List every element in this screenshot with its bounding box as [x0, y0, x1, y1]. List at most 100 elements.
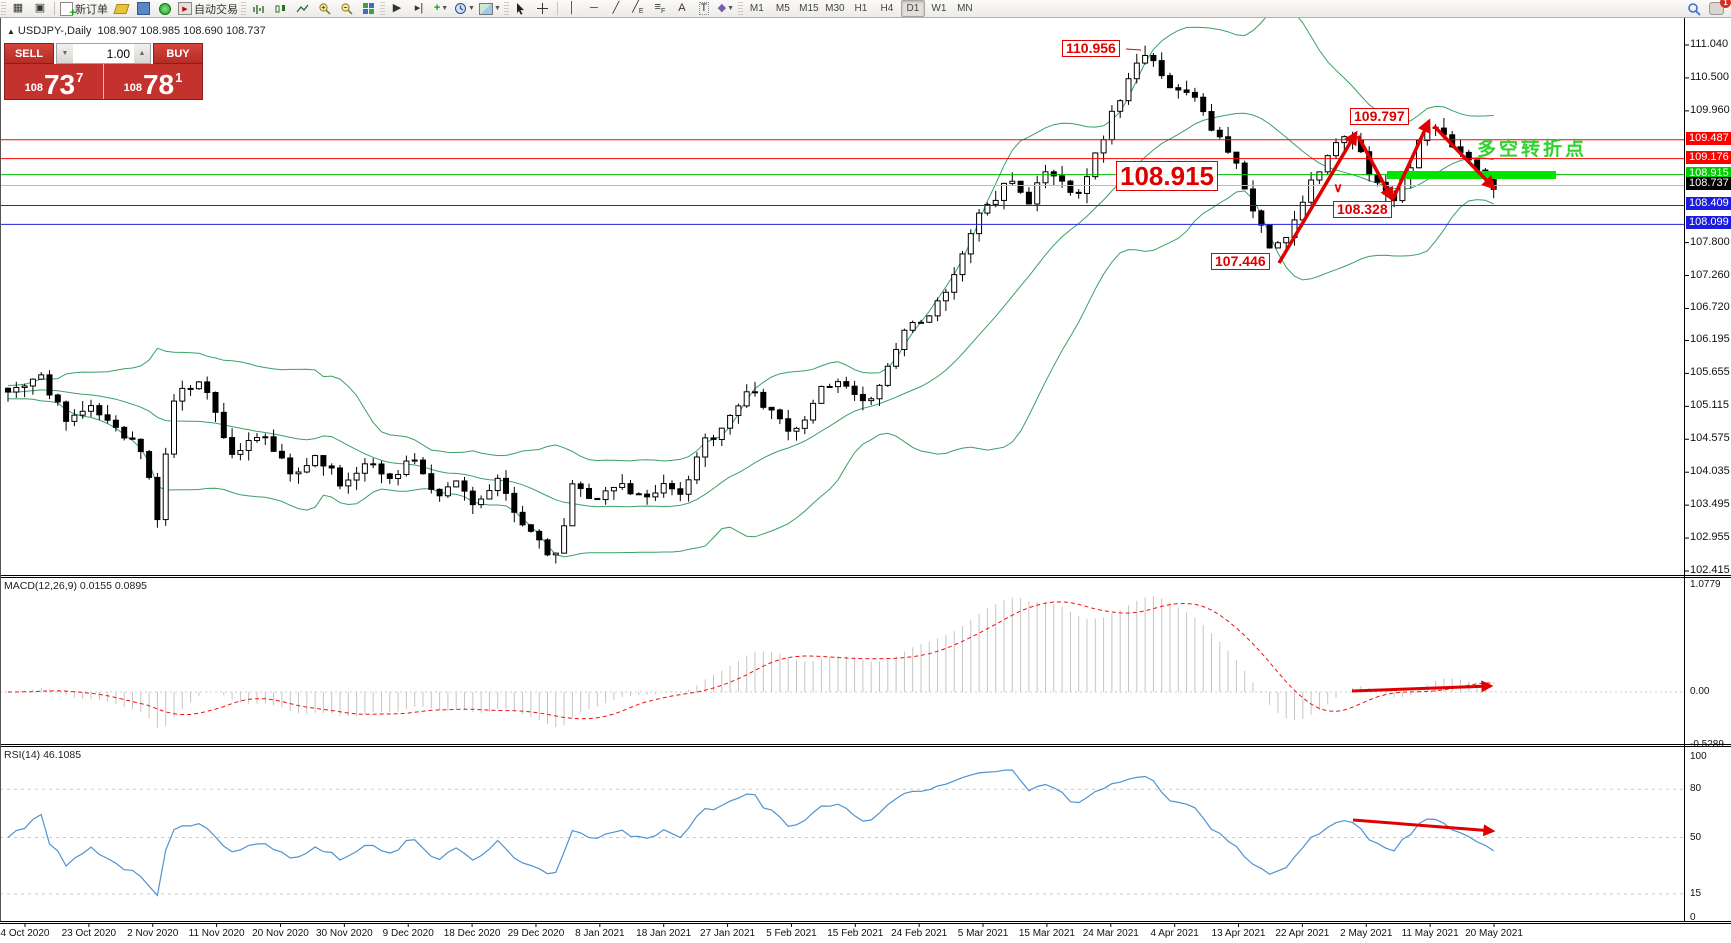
lot-size-input[interactable]	[73, 44, 134, 63]
timeframe-h1[interactable]: H1	[854, 3, 868, 14]
timeframe-m30[interactable]: M30	[825, 3, 845, 14]
buy-price-pip: 1	[175, 70, 183, 85]
fibonacci-tool[interactable]: ≡F	[649, 0, 671, 17]
channel-icon: ╱E	[632, 0, 644, 16]
chart-window-icon[interactable]: ▦	[7, 0, 29, 17]
new-order-button[interactable]: + 新订单	[58, 0, 110, 18]
autotrading-button[interactable]: ▶ 自动交易	[176, 0, 240, 17]
channel-tool[interactable]: ╱E	[627, 0, 649, 17]
bar-chart-button[interactable]	[247, 0, 269, 17]
timeframe-mn[interactable]: MN	[957, 3, 973, 14]
timeframe-d1[interactable]: D1	[900, 0, 925, 17]
buy-button[interactable]: BUY	[153, 43, 203, 64]
vline-icon: │	[568, 2, 576, 14]
trendline-tool[interactable]: ╱	[605, 0, 627, 17]
periods-button[interactable]: ▼	[452, 0, 477, 17]
sell-price-pip: 7	[76, 70, 84, 85]
crosshair-icon	[537, 3, 549, 14]
styler-button[interactable]	[110, 0, 132, 17]
auto-scroll-button[interactable]: ▶	[386, 0, 408, 17]
trendline-icon: ╱	[612, 2, 620, 14]
sell-price-main: 73	[43, 69, 76, 101]
template-icon	[478, 2, 493, 15]
signal-icon	[159, 2, 171, 15]
indicators-icon: +	[433, 2, 441, 14]
buy-quote[interactable]: 108 78 1	[104, 64, 202, 99]
svg-text:∨: ∨	[1333, 180, 1343, 195]
strategy-tester-icon[interactable]: ▣	[29, 0, 51, 17]
label-tool[interactable]: T	[693, 0, 715, 17]
text-tool[interactable]: A	[671, 0, 693, 17]
quote-display[interactable]: 108 73 7 108 78 1	[4, 64, 203, 100]
zoom-out-icon	[340, 3, 353, 15]
autotrading-icon: ▶	[178, 2, 192, 15]
toolbar-grip[interactable]	[737, 2, 743, 15]
timeframe-m15[interactable]: M15	[799, 3, 819, 14]
timeframe-w1[interactable]: W1	[931, 3, 947, 14]
timeframe-m5[interactable]: M5	[775, 3, 790, 14]
shapes-tool[interactable]: ◆ ▼	[715, 0, 737, 17]
vertical-line-tool[interactable]: │	[561, 0, 583, 17]
chart-shift-button[interactable]: ▸|	[408, 0, 430, 17]
line-chart-icon	[295, 4, 309, 12]
candlestick-chart-button[interactable]	[269, 0, 291, 17]
preview-icon: ▣	[34, 2, 46, 14]
bar-chart-icon	[252, 4, 264, 14]
horizontal-line-tool[interactable]: ─	[583, 0, 605, 17]
clock-icon	[455, 3, 466, 14]
chevron-down-icon: ▼	[441, 5, 449, 12]
templates-button[interactable]: ▼	[477, 0, 503, 17]
notifications-button[interactable]: 1	[1705, 0, 1731, 17]
line-chart-button[interactable]	[291, 0, 313, 17]
search-icon	[1688, 2, 1701, 16]
zoom-in-icon	[318, 3, 331, 15]
candlestick-chart-icon	[275, 4, 285, 12]
auto-scroll-icon: ▶	[392, 2, 402, 14]
lot-size-box: ▼ ▲	[56, 43, 151, 64]
book-icon	[136, 2, 150, 15]
fibonacci-icon: ≡F	[654, 0, 666, 16]
sell-price-base: 108	[24, 82, 43, 94]
crosshair-button[interactable]	[532, 0, 554, 17]
market-watch-button[interactable]	[132, 0, 154, 17]
text-icon: A	[678, 2, 686, 14]
zoom-in-button[interactable]	[313, 0, 335, 17]
timeframe-m1[interactable]: M1	[749, 3, 764, 14]
toolbar-grip[interactable]	[503, 2, 509, 15]
search-button[interactable]	[1683, 0, 1705, 17]
chevron-down-icon: ▼	[493, 5, 501, 12]
indicators-button[interactable]: + ▼	[430, 0, 452, 17]
sell-button[interactable]: SELL	[4, 43, 54, 64]
notification-badge: 1	[1720, 0, 1731, 8]
buy-price-main: 78	[142, 69, 175, 101]
cursor-button[interactable]	[510, 0, 532, 17]
signals-button[interactable]	[154, 0, 176, 17]
notification-icon	[1708, 2, 1724, 15]
toolbar-grip[interactable]	[1, 2, 6, 15]
new-order-icon: +	[60, 1, 76, 18]
toolbar-separator	[54, 2, 55, 15]
tile-windows-button[interactable]	[357, 0, 379, 17]
lot-decrease-button[interactable]: ▼	[57, 44, 73, 63]
buy-price-base: 108	[123, 82, 142, 94]
timeframe-h4[interactable]: H4	[880, 3, 894, 14]
chevron-down-icon: ▼	[727, 5, 735, 12]
cursor-icon	[517, 3, 525, 15]
hline-icon: ─	[589, 2, 598, 14]
toolbar-grip[interactable]	[380, 2, 385, 15]
zoom-out-button[interactable]	[335, 0, 357, 17]
lot-increase-button[interactable]: ▲	[134, 44, 150, 63]
sell-quote[interactable]: 108 73 7	[5, 64, 104, 99]
toolbar-grip[interactable]	[241, 2, 246, 15]
toolbar: ▦ ▣ + 新订单 ▶ 自动交易 ▶ ▸| + ▼ ▼ ▼ │ ─ ╱ ╱	[0, 0, 1731, 18]
shapes-icon: ◆	[717, 2, 727, 14]
toolbar-separator	[556, 2, 558, 15]
one-click-trade-panel: SELL ▼ ▲ BUY 108 73 7 108 78 1	[4, 43, 203, 100]
chart-shift-icon: ▸|	[414, 2, 424, 14]
new-order-label: 新订单	[75, 3, 108, 16]
label-icon: T	[698, 2, 710, 15]
autotrading-label: 自动交易	[194, 3, 238, 16]
tile-windows-icon	[362, 3, 374, 14]
